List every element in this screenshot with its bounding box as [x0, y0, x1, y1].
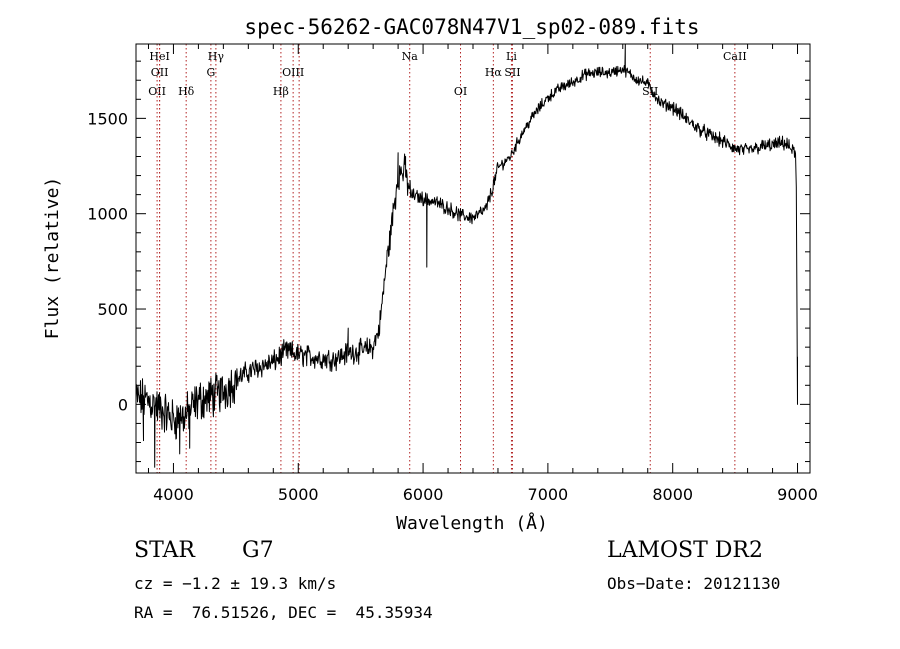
- x-axis-ticks: 4000 5000 6000 7000 8000 9000: [147, 44, 818, 504]
- redshift-velocity: cz = −1.2 ± 19.3 km/s: [134, 574, 337, 593]
- coordinates: RA = 76.51526, DEC = 45.35934: [134, 603, 433, 622]
- line-marker-label: Hβ: [273, 85, 289, 98]
- line-marker-label: Hδ: [178, 85, 195, 98]
- line-marker-label: Na: [402, 50, 419, 63]
- x-tick-label: 7000: [528, 485, 569, 504]
- y-axis-ticks: 0 500 1000 1500: [87, 60, 810, 463]
- survey-name: LAMOST DR2: [607, 538, 763, 563]
- spectrum-line: [135, 43, 798, 468]
- object-class: STAR: [134, 538, 195, 563]
- y-axis-label: Flux (relative): [42, 177, 63, 340]
- line-marker-label: OI: [454, 85, 467, 98]
- observation-date: Obs−Date: 20121130: [607, 574, 781, 593]
- y-tick-label: 0: [118, 395, 128, 414]
- line-marker-label: Li: [506, 50, 517, 63]
- x-tick-label: 8000: [652, 485, 693, 504]
- spectrum-series: [135, 43, 798, 468]
- y-tick-label: 1500: [87, 109, 128, 128]
- line-marker-label: Hγ: [208, 50, 225, 63]
- object-subclass: G7: [242, 538, 274, 563]
- y-tick-label: 500: [97, 300, 128, 319]
- line-marker-label: OII: [151, 66, 169, 79]
- x-tick-label: 9000: [777, 485, 818, 504]
- x-tick-label: 4000: [153, 485, 194, 504]
- x-tick-label: 5000: [278, 485, 319, 504]
- line-marker-label: G: [206, 66, 215, 79]
- line-marker-label: SII: [504, 66, 520, 79]
- line-marker-label: OII: [148, 85, 166, 98]
- line-marker-label: CaII: [723, 50, 747, 63]
- line-marker-label: OIII: [282, 66, 304, 79]
- x-tick-label: 6000: [403, 485, 444, 504]
- line-marker-label: Hα: [485, 66, 503, 79]
- y-tick-label: 1000: [87, 205, 128, 224]
- x-axis-label: Wavelength (Å): [396, 512, 548, 534]
- plot-frame: [135, 43, 811, 474]
- chart-title: spec-56262-GAC078N47V1_sp02-089.fits: [244, 15, 699, 39]
